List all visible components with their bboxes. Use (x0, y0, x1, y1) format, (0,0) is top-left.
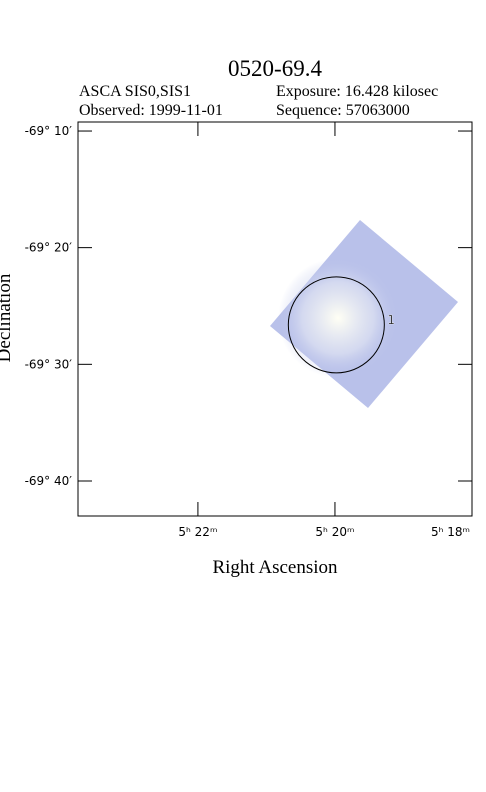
y-axis-label: Declination (0, 273, 15, 362)
y-tick-label: -69° 30′ (25, 357, 73, 371)
source-glow (278, 258, 398, 378)
exposure: Exposure: 16.428 kilosec (276, 83, 438, 100)
y-tick-label: -69° 10′ (25, 124, 73, 138)
chart-title: 0520-69.4 (228, 56, 322, 81)
plot-frame (77, 121, 473, 517)
x-tick-label: 5ʰ 18ᵐ (431, 525, 470, 539)
y-tick-label: -69° 40′ (25, 474, 73, 488)
region-label: 1 (387, 313, 395, 327)
sequence: Sequence: 57063000 (276, 102, 410, 119)
x-tick-label: 5ʰ 20ᵐ (315, 525, 354, 539)
source-region (287, 276, 385, 374)
observed: Observed: 1999-11-01 (79, 102, 223, 119)
x-tick-label: 5ʰ 22ᵐ (178, 525, 217, 539)
instrument: ASCA SIS0,SIS1 (79, 83, 191, 100)
x-axis-label: Right Ascension (212, 557, 338, 578)
y-tick-label: -69° 20′ (25, 241, 73, 255)
